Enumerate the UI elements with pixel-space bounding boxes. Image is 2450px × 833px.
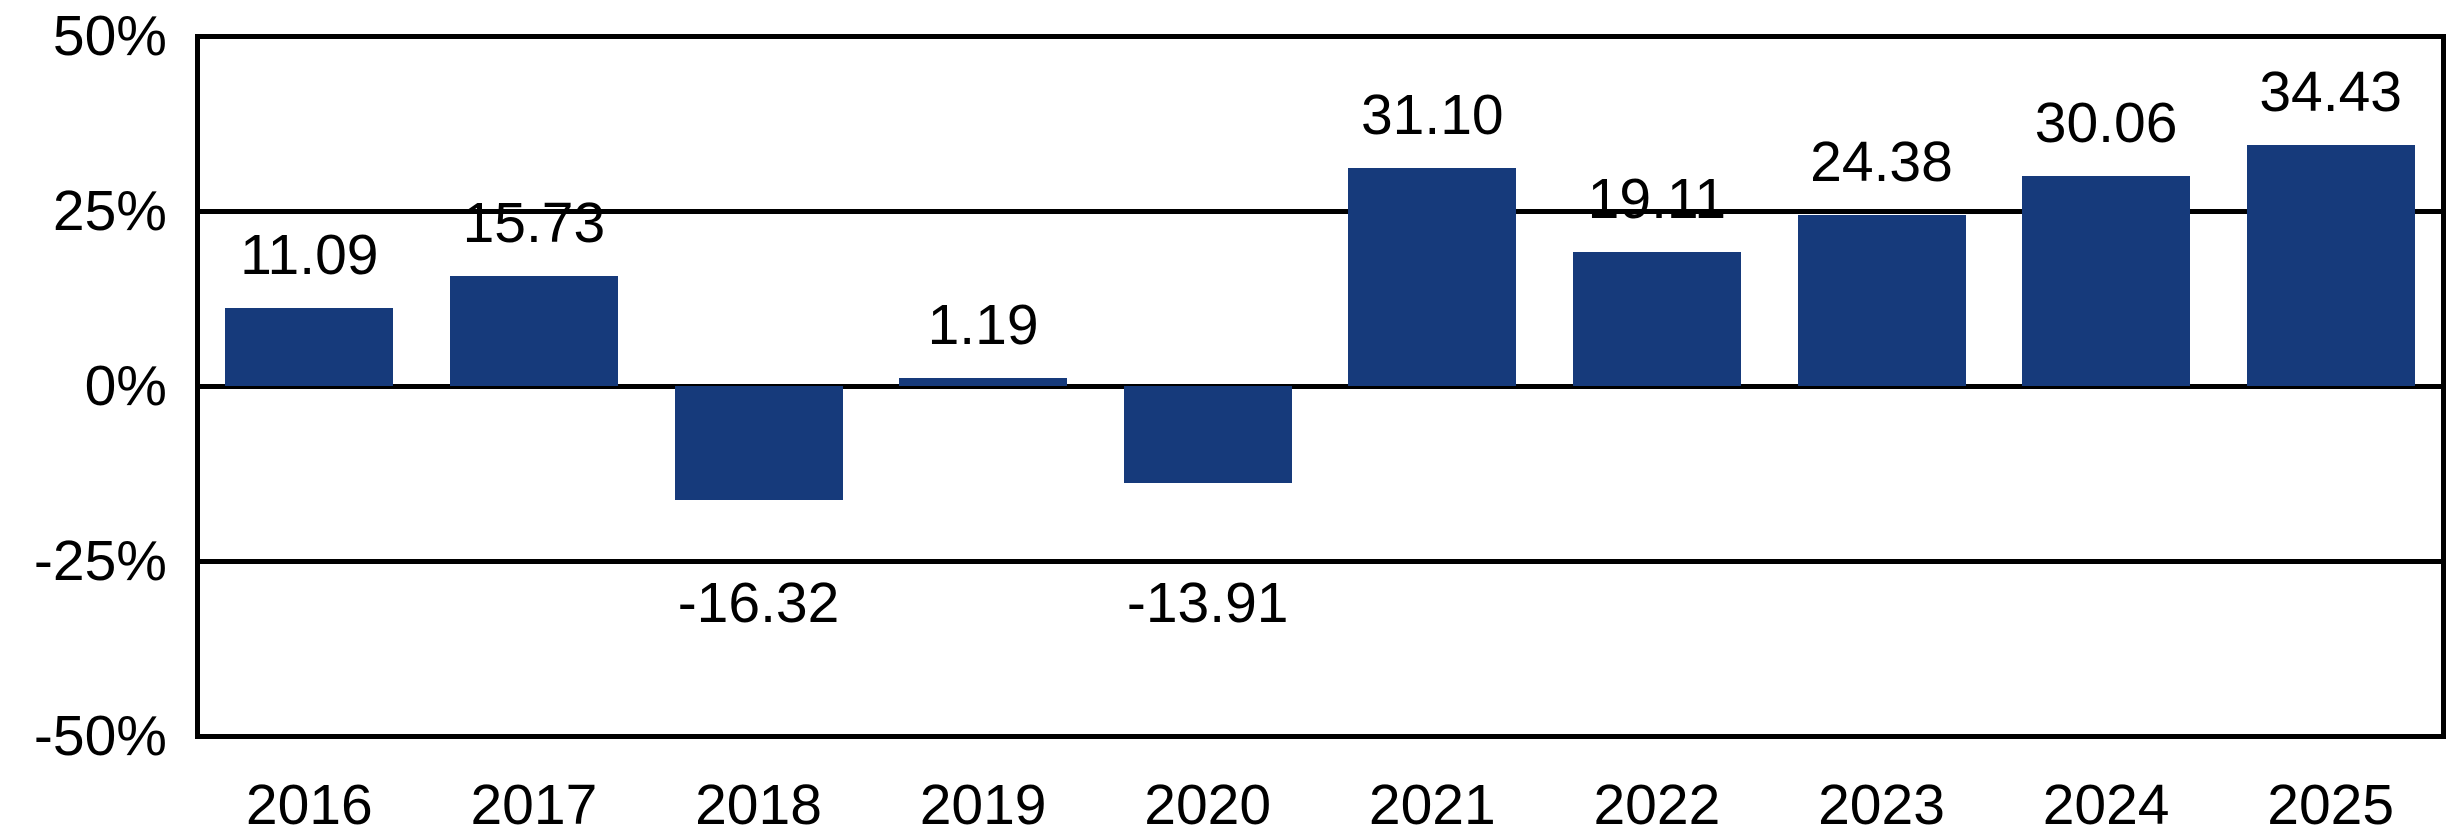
x-axis-label-2023: 2023: [1818, 773, 1945, 833]
y-axis-label-25: -25%: [33, 529, 167, 593]
bar-value-label-2023: 24.38: [1810, 130, 1953, 195]
bar-value-label-2019: 1.19: [927, 292, 1039, 357]
bar-2020: [1123, 386, 1292, 484]
bar-2018: [674, 386, 843, 501]
x-axis-label-2025: 2025: [2267, 773, 2395, 833]
bar-2025: [2246, 144, 2415, 386]
y-axis-label-50: 50%: [52, 4, 167, 68]
bar-value-label-2020: -13.91: [1126, 571, 1289, 635]
bar-value-label-2018: -16.32: [677, 571, 840, 635]
x-axis-label-2021: 2021: [1368, 773, 1496, 833]
y-axis-label-50: -50%: [33, 704, 167, 768]
bar-value-label-2025: 34.43: [2259, 59, 2402, 124]
plot-frame: [194, 33, 2446, 739]
gridline-0: [199, 383, 2441, 389]
gridline-25: [199, 208, 2441, 214]
bar-value-label-2024: 30.06: [2034, 90, 2178, 155]
bar-2016: [225, 308, 394, 386]
bar-2023: [1797, 215, 1966, 386]
bar-value-label-2017: 15.73: [462, 190, 606, 255]
x-axis-label-2020: 2020: [1144, 773, 1272, 833]
bar-2019: [899, 377, 1068, 386]
y-axis-label-0: 0%: [84, 354, 167, 418]
x-axis-label-2019: 2019: [919, 773, 1047, 833]
bar-2022: [1572, 252, 1741, 386]
bar-2024: [2022, 175, 2191, 386]
bar-value-label-2021: 31.10: [1360, 83, 1504, 148]
x-axis-label-2018: 2018: [695, 773, 822, 833]
x-axis-label-2024: 2024: [2042, 773, 2170, 833]
bar-value-label-2022: 19.11: [1587, 167, 1727, 232]
bar-value-label-2016: 11.09: [240, 223, 379, 288]
y-axis-label-25: 25%: [52, 179, 167, 243]
gridline-25: [199, 558, 2441, 564]
x-axis-label-2017: 2017: [470, 773, 598, 833]
bar-2017: [449, 275, 618, 386]
x-axis-label-2016: 2016: [245, 773, 373, 833]
x-axis-label-2022: 2022: [1593, 773, 1721, 833]
bar-2021: [1348, 168, 1517, 386]
